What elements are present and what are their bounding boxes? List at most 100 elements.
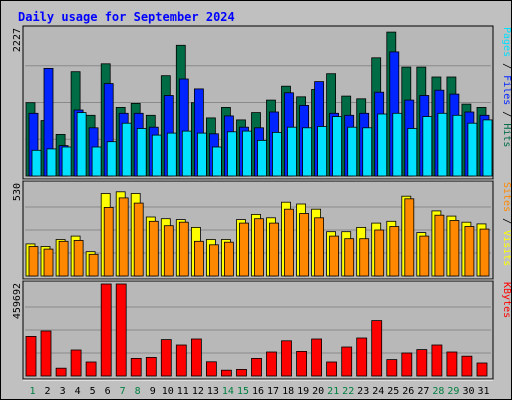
bar-kbytes-6 [100,283,112,377]
bar-pages-17 [272,131,282,177]
x-tick-label: 29 [447,386,459,397]
legend-entry: / [501,212,511,230]
bar-sites-2 [43,248,54,277]
bar-kbytes-30 [461,355,473,377]
bar-kbytes-27 [416,349,428,377]
bar-kbytes-26 [401,352,413,377]
bar-sites-4 [73,239,84,277]
bar-kbytes-15 [236,368,247,377]
x-tick-label: 21 [327,386,339,397]
x-tick-label: 27 [417,386,429,397]
x-tick-label: 31 [477,386,489,397]
bar-kbytes-2 [40,330,52,377]
bar-kbytes-31 [476,362,488,377]
x-tick-label: 30 [462,386,474,397]
bar-pages-25 [392,112,403,177]
bar-kbytes-28 [431,344,443,377]
bar-sites-16 [254,218,264,277]
x-tick-label: 13 [207,386,219,397]
bar-sites-22 [344,238,355,277]
bar-sites-6 [103,206,114,277]
x-tick-label: 9 [150,386,156,397]
panel-visits-sites: 530 Sites / Visits [12,180,511,281]
bar-kbytes-10 [160,339,172,377]
x-tick-label: 11 [177,386,189,397]
bar-pages-9 [151,134,162,177]
x-tick-label: 6 [105,386,111,397]
legend-entry: KBytes [501,282,511,318]
bar-kbytes-16 [251,357,262,377]
bar-sites-30 [464,226,475,277]
bar-sites-8 [133,202,144,277]
x-tick-label: 18 [282,386,294,397]
x-tick-label: 12 [192,386,204,397]
x-tick-label: 2 [44,386,50,397]
bar-pages-27 [422,116,433,177]
bar-sites-9 [148,220,159,277]
bar-kbytes-25 [386,359,398,377]
x-tick-label: 17 [267,386,279,397]
bar-pages-29 [452,114,463,177]
x-tick-label: 5 [90,386,96,397]
legend-entry: / [501,57,511,75]
legend-entry: / [501,105,511,123]
series-kbytes [25,283,488,377]
x-tick-label: 14 [222,386,234,397]
bar-sites-24 [374,229,385,277]
bar-sites-1 [28,246,39,277]
bar-kbytes-21 [326,361,338,377]
bar-kbytes-4 [70,349,82,377]
bar-kbytes-19 [296,350,308,377]
bar-pages-3 [61,146,72,177]
series-sites [28,197,490,277]
bar-kbytes-24 [371,320,383,377]
legend-entry: Hits [501,123,511,147]
bar-kbytes-12 [190,338,202,377]
bar-pages-24 [377,113,388,177]
bar-kbytes-17 [266,351,277,377]
bar-kbytes-3 [55,367,67,377]
x-tick-label: 15 [237,386,249,397]
bar-sites-11 [178,221,189,277]
bar-sites-5 [88,253,99,277]
bar-kbytes-18 [281,340,292,377]
bar-pages-15 [242,130,252,177]
bar-kbytes-20 [311,338,323,377]
bar-pages-1 [31,149,42,177]
x-tick-label: 7 [120,386,126,397]
x-tick-label: 24 [372,386,384,397]
bar-sites-31 [479,228,490,277]
legend: Pages / Files / Hits [501,27,511,147]
y-max-label: 459692 [12,283,23,319]
y-max-label: 530 [12,183,23,201]
bar-pages-26 [407,128,418,177]
panel-kbytes: 459692 KBytes [12,280,511,381]
x-tick-label: 16 [252,386,264,397]
bar-pages-16 [257,139,267,177]
bar-pages-11 [181,130,192,177]
x-tick-label: 22 [342,386,354,397]
bar-kbytes-23 [356,337,368,377]
bar-sites-29 [449,220,460,277]
bar-pages-14 [226,131,237,177]
series-pages [31,112,493,177]
bar-pages-10 [166,132,177,177]
bar-sites-19 [299,213,310,277]
x-tick-label: 4 [75,386,81,397]
bar-sites-20 [314,217,325,277]
chart-panels: 2227 Pages / Files / Hits 530 Sites / Visit… [12,25,511,381]
legend: Sites / Visits [501,182,511,266]
legend-entry: Sites [501,182,511,212]
legend-entry: Visits [501,230,511,266]
bar-kbytes-8 [130,357,142,377]
bar-pages-21 [332,116,343,177]
bar-sites-18 [284,208,294,277]
bar-kbytes-13 [205,361,217,377]
bar-sites-3 [58,240,69,277]
bar-sites-17 [269,222,279,277]
x-tick-label: 23 [357,386,369,397]
bar-pages-28 [437,112,448,177]
bar-sites-14 [223,241,234,277]
bar-pages-19 [302,127,313,177]
